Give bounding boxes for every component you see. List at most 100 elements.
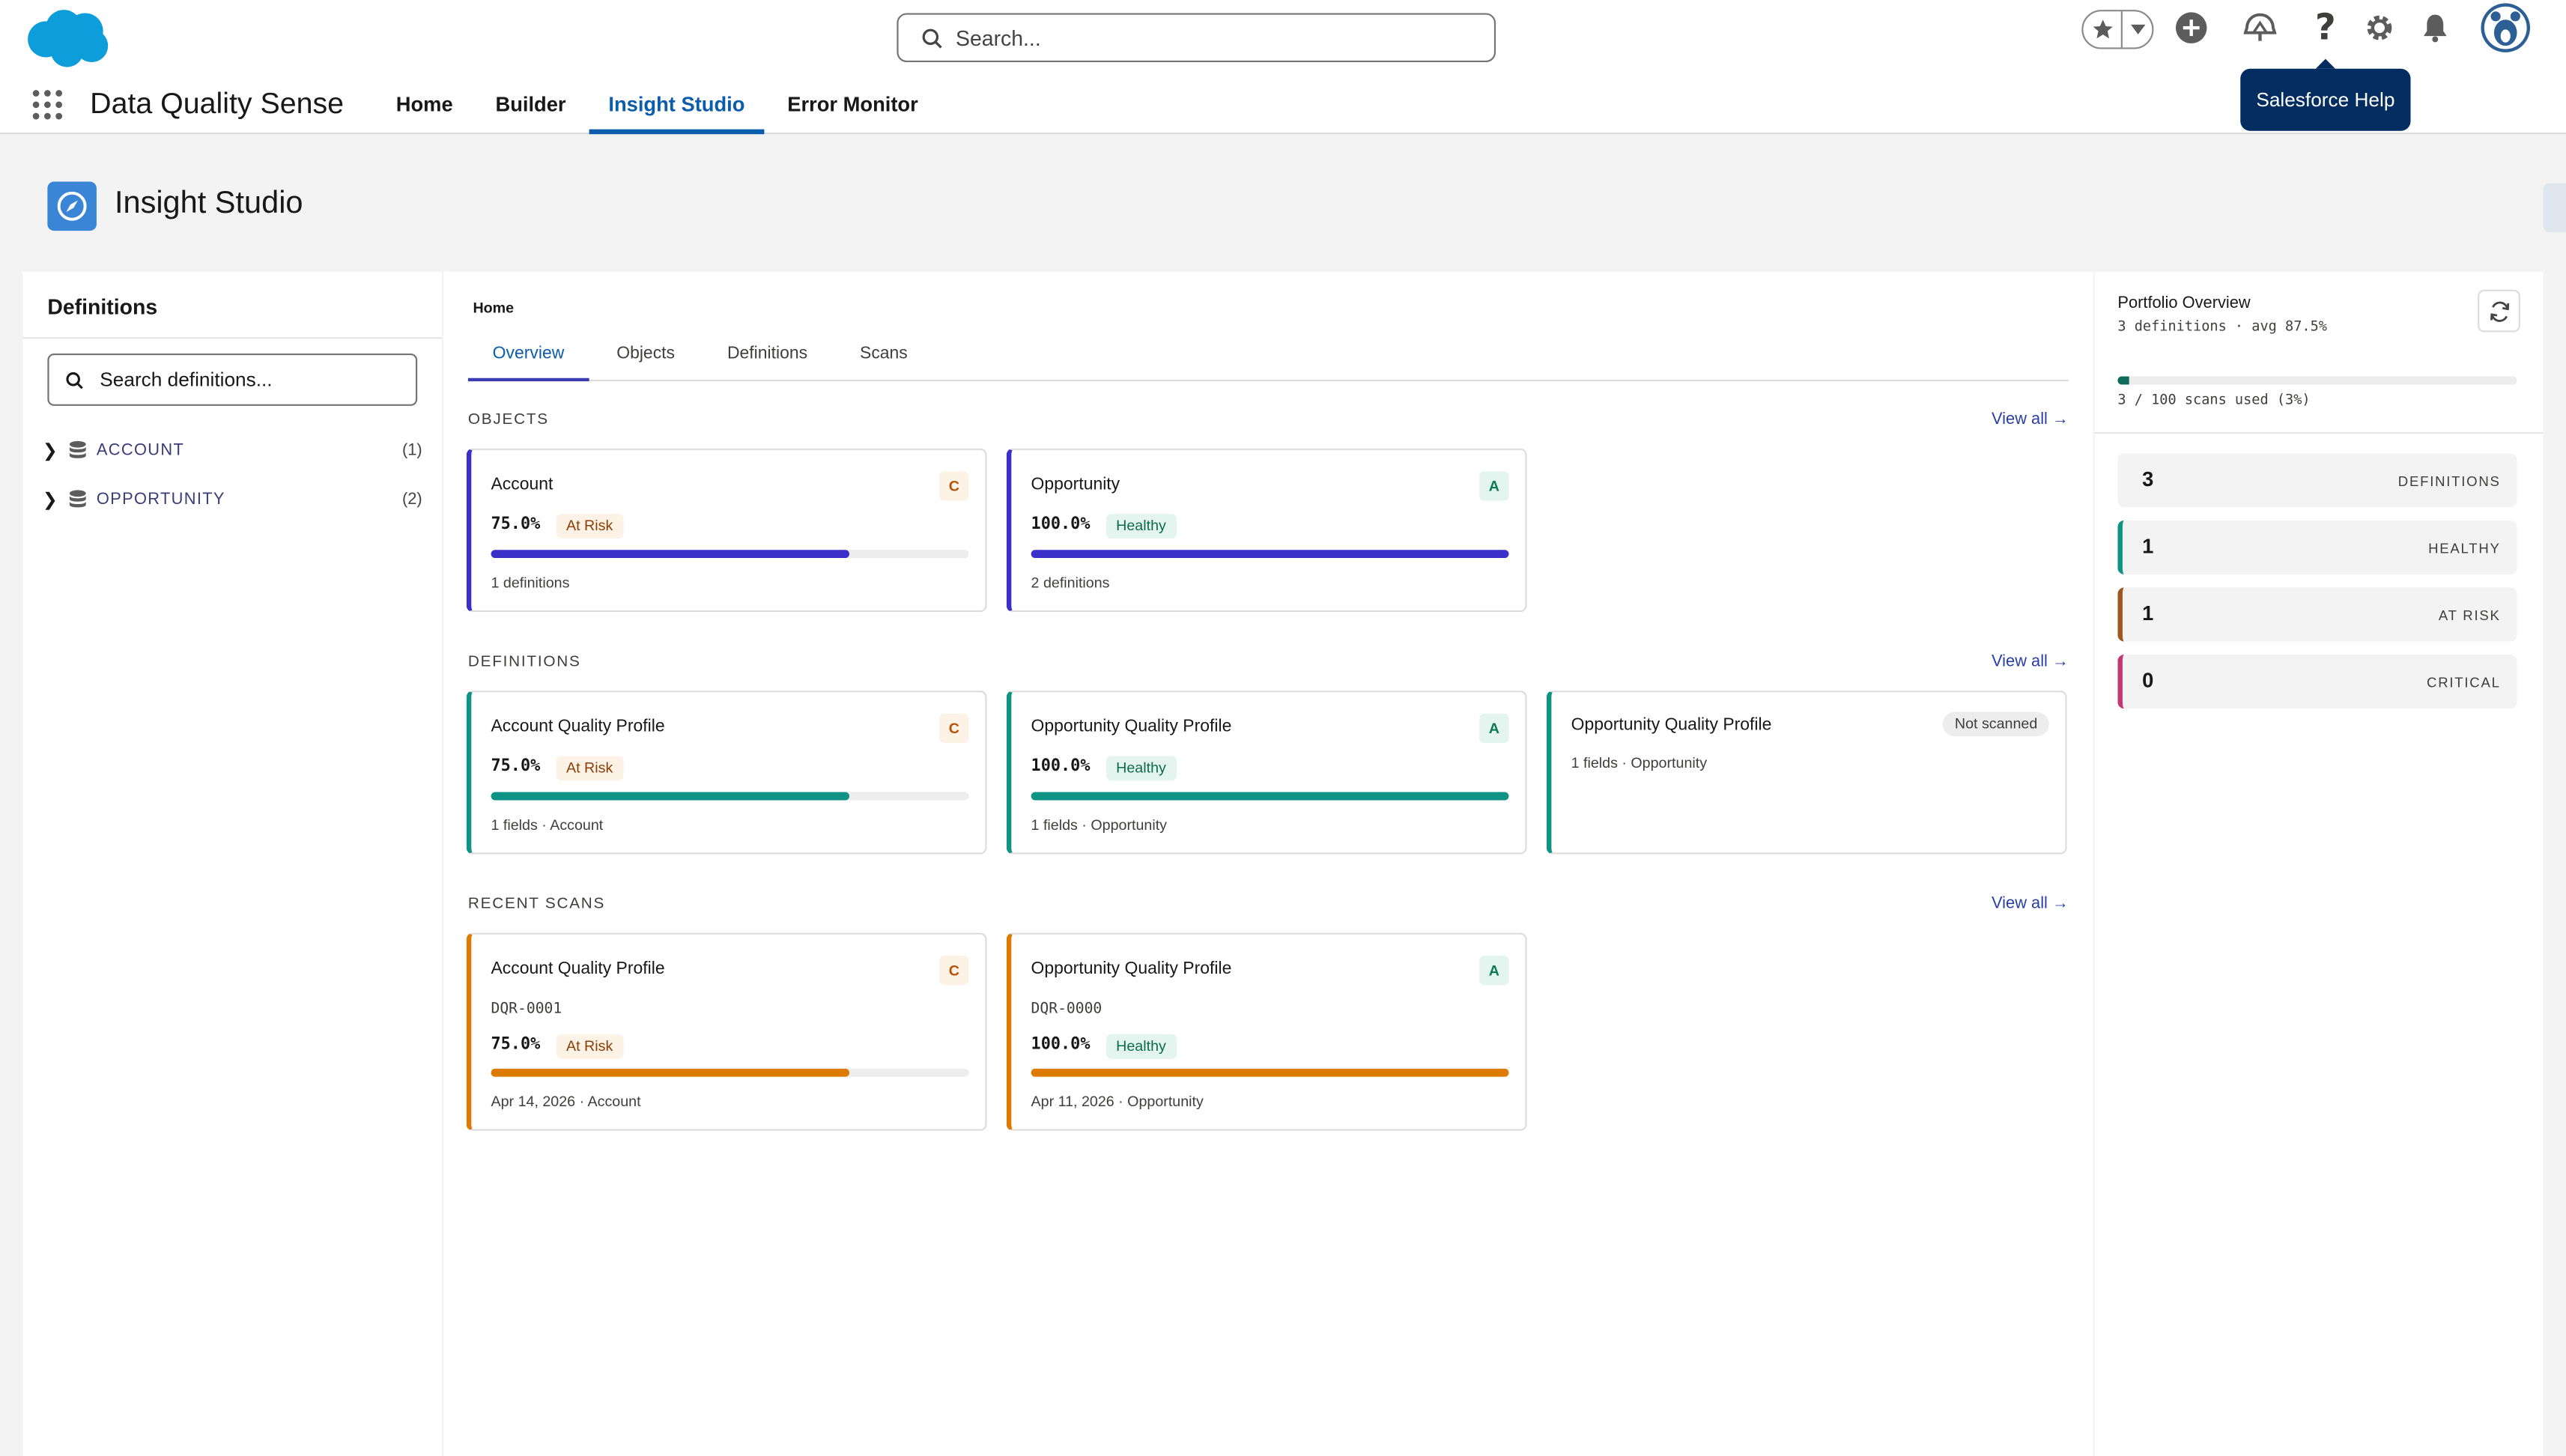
avatar[interactable] [2479,0,2532,55]
recent-scans-section-label: RECENT SCANS [467,895,606,914]
scan-id: DQR-0001 [491,1001,562,1019]
refresh-button[interactable] [2478,289,2520,333]
card-meta: 1 fields · Opportunity [1031,816,1168,834]
card-score: 75.0% [491,757,541,776]
add-icon[interactable] [2174,0,2209,55]
status-badge: Healthy [1106,514,1176,539]
database-icon [69,490,86,508]
app-launcher-icon[interactable] [32,90,63,120]
global-header: Search... ? Salesforce Help [0,0,2566,135]
card-meta: 1 fields · Opportunity [1571,754,1708,771]
setup-gear-icon[interactable] [2363,0,2396,55]
tab-definitions[interactable]: Definitions [727,343,808,364]
chevron-right-icon[interactable]: ❯ [42,490,59,510]
app-nav-tabs: Home Builder Insight Studio Error Monito… [377,76,941,135]
trailhead-icon[interactable] [2242,0,2278,55]
status-badge: At Risk [556,756,623,781]
card-title: Opportunity Quality Profile [1031,959,1232,979]
object-card-opportunity[interactable]: Opportunity A 100.0% Healthy 2 definitio… [1006,448,1527,613]
favorites-button-group[interactable] [2081,10,2154,49]
grade-badge: C [939,713,969,743]
score-progress-bar [491,550,969,559]
search-icon [922,28,942,48]
definitions-search-input[interactable]: Search definitions... [47,353,418,406]
portfolio-subtitle: 3 definitions · avg 87.5% [2117,319,2327,336]
page-title: Insight Studio [114,186,303,221]
tree-item-label: ACCOUNT [96,440,185,459]
database-icon [69,440,86,458]
definition-card-account-quality-profile[interactable]: Account Quality Profile C 75.0% At Risk … [466,691,987,855]
recent-scans-view-all-link[interactable]: View all → [1992,895,2069,914]
score-progress-bar [1031,792,1509,801]
status-badge: At Risk [556,514,623,539]
card-score: 75.0% [491,515,541,534]
score-progress-fill [1031,550,1509,559]
nav-tab-builder[interactable]: Builder [495,93,566,117]
score-progress-bar [1031,1068,1509,1077]
nav-tab-insight-studio[interactable]: Insight Studio [589,76,765,135]
card-title: Account Quality Profile [491,717,665,737]
stat-value: 0 [2142,669,2154,693]
scan-id: DQR-0000 [1031,1001,1102,1019]
scan-card-dqr-0000[interactable]: Opportunity Quality Profile A DQR-0000 1… [1006,932,1527,1131]
global-search-input[interactable]: Search... [897,13,1496,63]
score-progress-fill [491,792,850,801]
insight-main-panel: Home Overview Objects Definitions Scans … [443,271,2093,1456]
search-icon [66,371,83,389]
salesforce-logo[interactable] [23,7,112,69]
grade-badge: A [1479,956,1509,986]
objects-view-all-link[interactable]: View all → [1992,410,2069,429]
stat-value: 1 [2142,602,2154,625]
definitions-section-label: DEFINITIONS [467,652,581,671]
stat-healthy: 1 HEALTHY [2117,520,2517,574]
card-score: 100.0% [1031,757,1091,776]
stat-label: HEALTHY [2428,540,2501,556]
nav-tab-home[interactable]: Home [395,93,453,117]
card-title: Opportunity Quality Profile [1571,715,1772,735]
status-badge: Healthy [1106,1034,1176,1059]
scan-card-dqr-0001[interactable]: Account Quality Profile C DQR-0001 75.0%… [466,932,987,1131]
definitions-panel-title: Definitions [47,294,158,320]
stat-label: DEFINITIONS [2397,473,2501,490]
object-card-account[interactable]: Account C 75.0% At Risk 1 definitions [466,448,987,613]
notifications-bell-icon[interactable] [2418,0,2451,55]
help-tooltip: Salesforce Help [2240,58,2411,131]
favorites-star-icon[interactable] [2084,11,2123,48]
status-badge: At Risk [556,1034,623,1059]
nav-tab-error-monitor[interactable]: Error Monitor [787,93,918,117]
grade-badge: C [939,956,969,986]
refresh-icon [2489,300,2509,321]
card-meta: Apr 14, 2026 · Account [491,1093,641,1110]
card-title: Account Quality Profile [491,959,665,979]
definition-card-opportunity-quality-profile[interactable]: Opportunity Quality Profile A 100.0% Hea… [1006,691,1527,855]
breadcrumb[interactable]: Home [473,299,515,316]
chevron-right-icon[interactable]: ❯ [42,440,59,461]
card-meta: 1 fields · Account [491,816,604,834]
tree-item-account[interactable]: ❯ ACCOUNT (1) [43,434,422,467]
portfolio-overview-panel: Portfolio Overview 3 definitions · avg 8… [2094,271,2544,1456]
definition-card-opportunity-quality-profile-unscanned[interactable]: Opportunity Quality Profile Not scanned … [1546,691,2067,855]
score-progress-fill [491,550,850,559]
score-progress-fill [1031,1068,1509,1077]
tab-overview[interactable]: Overview [467,334,589,382]
status-badge: Healthy [1106,756,1176,781]
card-score: 100.0% [1031,1036,1091,1055]
chevron-down-icon[interactable] [2123,11,2152,47]
app-name: Data Quality Sense [90,86,345,120]
score-progress-bar [491,792,969,801]
tree-item-opportunity[interactable]: ❯ OPPORTUNITY (2) [43,483,422,516]
definitions-view-all-link[interactable]: View all → [1992,652,2069,671]
help-icon[interactable]: ? [2314,7,2336,49]
tree-item-count: (2) [401,490,422,509]
global-search-placeholder: Search... [956,25,1041,50]
tab-scans[interactable]: Scans [860,343,908,364]
stat-definitions: 3 DEFINITIONS [2117,453,2517,508]
divider [22,337,442,339]
definitions-panel: Definitions Search definitions... ❯ ACCO… [22,271,442,1456]
insight-tabs: Overview Objects Definitions Scans [467,334,2069,382]
stat-label: AT RISK [2438,607,2501,624]
side-panel-toggle[interactable] [2543,183,2566,233]
stat-value: 3 [2142,467,2154,491]
stat-critical: 0 CRITICAL [2117,655,2517,709]
tab-objects[interactable]: Objects [616,343,676,364]
